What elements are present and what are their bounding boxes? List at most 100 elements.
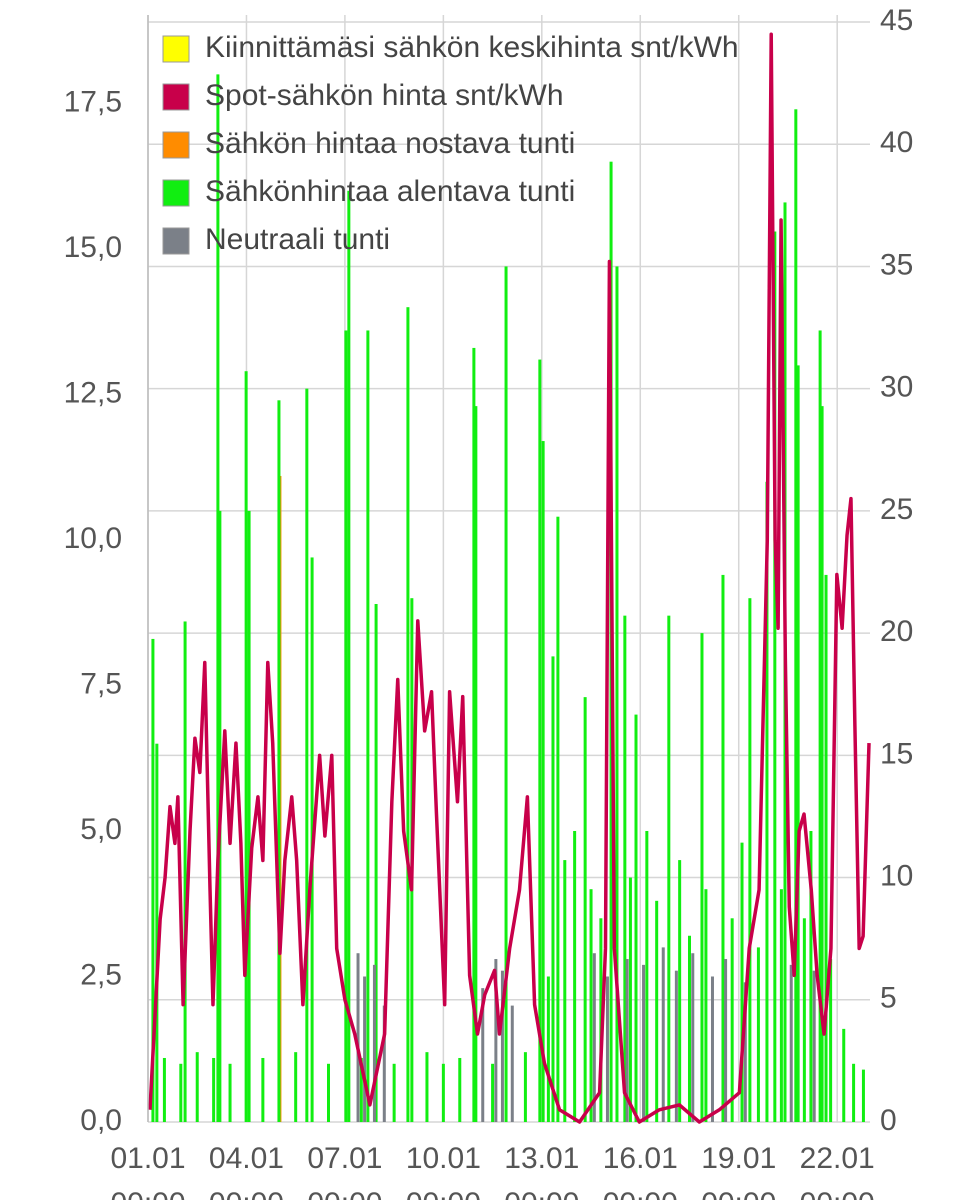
bar — [642, 964, 646, 1122]
y-tick-label: 17,5 — [64, 85, 122, 118]
bar — [344, 330, 348, 1123]
bar — [710, 976, 714, 1122]
y2-tick-label: 5 — [880, 982, 897, 1015]
x-tick-time: 00:00 — [504, 1187, 579, 1200]
bar — [359, 1057, 363, 1122]
bar — [212, 1057, 216, 1122]
x-tick-label: 10.01 — [406, 1142, 481, 1175]
bar — [802, 918, 806, 1122]
bar — [374, 604, 378, 1122]
bar — [347, 190, 351, 1122]
bar — [842, 1028, 846, 1122]
y2-tick-label: 0 — [880, 1104, 897, 1137]
x-tick-label: 16.01 — [603, 1142, 678, 1175]
bar — [818, 330, 822, 1123]
bar — [661, 947, 665, 1122]
bar — [195, 1052, 199, 1122]
bar — [583, 697, 587, 1122]
bar — [824, 574, 828, 1122]
legend-label: Spot-sähkön hinta snt/kWh — [205, 79, 564, 112]
legend-swatch — [162, 131, 190, 159]
bar — [730, 918, 734, 1122]
bar — [162, 1057, 166, 1122]
x-tick-time: 00:00 — [603, 1187, 678, 1200]
bar — [551, 656, 555, 1122]
x-tick-time: 00:00 — [209, 1187, 284, 1200]
y-tick-label: 12,5 — [64, 376, 122, 409]
bar — [592, 953, 596, 1122]
bar — [779, 889, 783, 1122]
bar — [605, 976, 609, 1122]
bar — [794, 109, 798, 1123]
bar — [183, 621, 187, 1122]
x-tick-time: 00:00 — [800, 1187, 875, 1200]
bar — [691, 953, 695, 1122]
bar — [748, 598, 752, 1122]
bar — [740, 842, 744, 1122]
bar — [861, 1069, 865, 1122]
bar — [458, 1057, 462, 1122]
bar — [721, 574, 725, 1122]
bar — [667, 615, 671, 1122]
bar — [573, 830, 577, 1122]
bar — [494, 959, 498, 1122]
bar — [425, 1052, 429, 1122]
bar — [796, 365, 800, 1122]
bar — [829, 959, 833, 1122]
bar — [261, 1057, 265, 1122]
axes: 0,0 2,5 5,0 7,5 10,0 12,5 15,0 17,5 0 5 10 15 20 25 30… — [64, 4, 914, 1200]
y-tick-label: 15,0 — [64, 231, 122, 264]
y2-tick-label: 35 — [880, 248, 913, 281]
y2-tick-label: 25 — [880, 493, 913, 526]
bar — [789, 964, 793, 1122]
legend-swatch — [162, 179, 190, 207]
bar — [623, 615, 627, 1122]
bar — [382, 1005, 386, 1122]
legend-swatch — [162, 83, 190, 111]
bar — [523, 1052, 527, 1122]
bar — [277, 400, 281, 1122]
bar — [538, 359, 542, 1122]
bar — [481, 988, 485, 1122]
bar — [634, 714, 638, 1122]
bar — [724, 959, 728, 1122]
legend-swatch — [162, 35, 190, 63]
bar — [441, 1063, 445, 1122]
bar — [743, 982, 747, 1122]
x-tick-time: 00:00 — [406, 1187, 481, 1200]
bar — [504, 266, 508, 1122]
bar — [704, 889, 708, 1122]
bar — [674, 970, 678, 1122]
bar — [500, 970, 504, 1122]
bar — [820, 406, 824, 1123]
bar — [765, 481, 769, 1123]
y2-tick-label: 45 — [880, 4, 913, 37]
legend: Kiinnittämäsi sähkön keskihinta snt/kWh S… — [162, 31, 739, 256]
bar — [589, 889, 593, 1122]
bar — [244, 371, 248, 1122]
x-tick-label: 07.01 — [307, 1142, 382, 1175]
bar — [155, 743, 159, 1122]
bar — [678, 860, 682, 1122]
lines — [148, 32, 871, 1124]
bar — [628, 877, 632, 1122]
legend-label: Sähkön hintaa nostava tunti — [205, 127, 575, 160]
x-tick-time: 00:00 — [701, 1187, 776, 1200]
bars — [151, 74, 865, 1123]
y-tick-label: 2,5 — [80, 958, 122, 991]
x-tick-label: 22.01 — [800, 1142, 875, 1175]
bar — [474, 406, 478, 1123]
x-tick-label: 04.01 — [209, 1142, 284, 1175]
bar — [356, 953, 360, 1122]
bar — [179, 1063, 183, 1122]
bar — [305, 388, 309, 1123]
bar — [216, 74, 220, 1122]
y2-tick-label: 10 — [880, 859, 913, 892]
bar — [700, 633, 704, 1122]
bar — [472, 347, 476, 1123]
bar — [327, 1063, 330, 1122]
legend-swatch — [162, 227, 190, 255]
legend-label: Neutraali tunti — [205, 223, 390, 256]
bar — [294, 1052, 298, 1122]
